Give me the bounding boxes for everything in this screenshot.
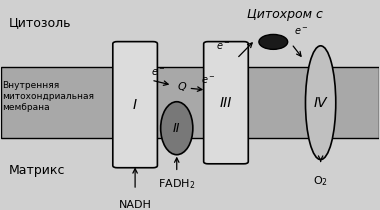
Text: e$^-$: e$^-$ [294,26,308,37]
Text: e$^-$: e$^-$ [216,41,231,52]
Text: e$^-$: e$^-$ [151,67,165,78]
Ellipse shape [161,102,193,155]
Text: O$_2$: O$_2$ [313,174,328,188]
Text: I: I [133,98,137,112]
Text: Цитохром c: Цитохром c [247,8,323,21]
Text: Внутренняя
митохондриальная
мембрана: Внутренняя митохондриальная мембрана [3,81,95,112]
Text: IV: IV [314,96,328,110]
Text: Матрикс: Матрикс [8,164,65,177]
Ellipse shape [306,46,336,160]
Text: Q: Q [177,82,186,92]
Text: III: III [220,96,232,110]
Text: FADH$_2$: FADH$_2$ [158,177,195,191]
FancyBboxPatch shape [113,42,157,168]
Text: II: II [173,122,180,135]
Circle shape [259,34,288,49]
Text: NADH: NADH [119,200,152,210]
Text: e$^-$: e$^-$ [201,75,216,86]
Bar [1,67,379,138]
FancyBboxPatch shape [204,42,248,164]
Text: Цитозоль: Цитозоль [8,16,71,29]
